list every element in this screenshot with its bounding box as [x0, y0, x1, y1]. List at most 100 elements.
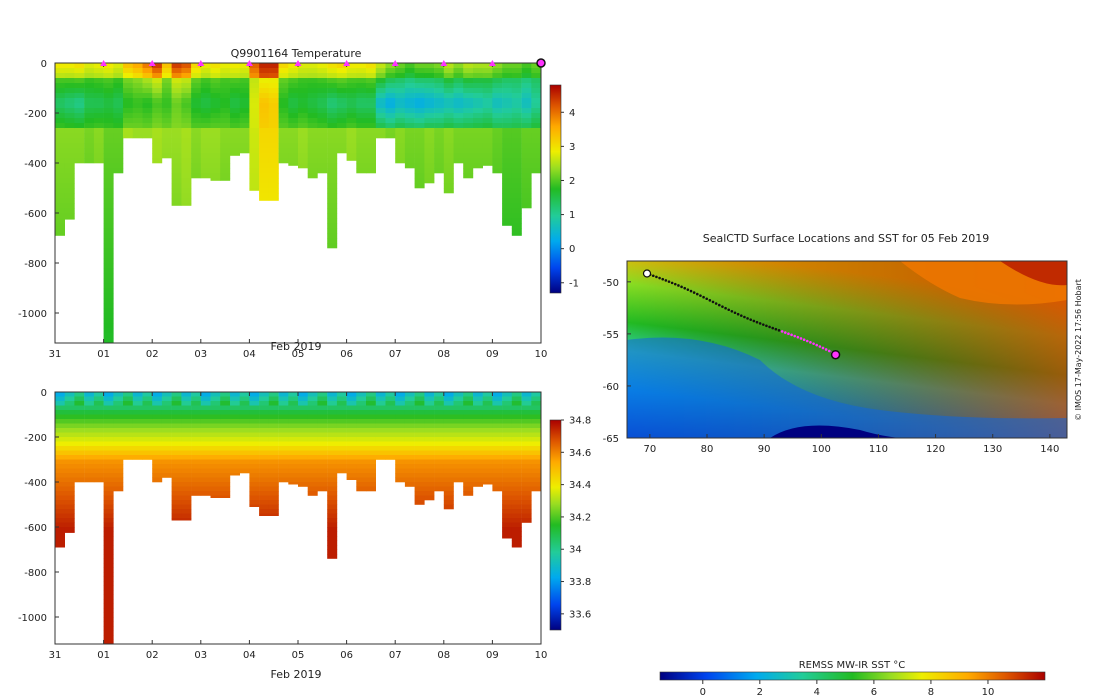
profile-cell	[366, 459, 376, 465]
profile-cell	[385, 419, 396, 424]
profile-cell	[181, 138, 192, 144]
profile-cell	[531, 138, 542, 144]
profile-cell	[171, 193, 182, 199]
profile-cell	[298, 459, 308, 465]
profile-cell	[492, 464, 503, 469]
profile-cell	[327, 441, 338, 447]
profile-cell	[64, 500, 75, 505]
profile-cell	[55, 423, 65, 429]
profile-cell	[268, 419, 279, 424]
profile-cell	[531, 437, 542, 442]
profile-cell	[404, 459, 415, 465]
profile-cell	[161, 68, 172, 74]
profile-cell	[64, 405, 75, 411]
profile-cell	[259, 405, 270, 411]
profile-cell	[404, 482, 415, 487]
profile-cell	[531, 482, 542, 487]
profile-cell	[531, 392, 542, 397]
profile-cell	[249, 477, 260, 483]
profile-cell	[55, 482, 65, 487]
profile-cell	[346, 158, 357, 161]
profile-cell	[84, 118, 95, 124]
track-point	[664, 279, 668, 282]
profile-cell	[55, 522, 65, 528]
profile-cell	[220, 103, 231, 109]
profile-cell	[492, 108, 503, 114]
profile-cell	[511, 188, 522, 194]
profile-cell	[531, 148, 542, 154]
profile-cell	[492, 63, 503, 69]
profile-cell	[307, 173, 318, 179]
profile-cell	[288, 414, 299, 420]
profile-cell	[521, 414, 532, 420]
profile-cell	[404, 468, 415, 474]
profile-cell	[268, 410, 279, 415]
profile-cell	[55, 414, 65, 420]
profile-cell	[424, 491, 435, 496]
profile-cell	[103, 323, 114, 329]
profile-cell	[113, 432, 124, 438]
profile-cell	[453, 118, 464, 124]
profile-cell	[385, 410, 396, 415]
profile-cell	[346, 138, 357, 144]
profile-cell	[181, 103, 192, 109]
profile-cell	[298, 464, 308, 469]
profile-cell	[473, 432, 483, 438]
profile-cell	[404, 401, 415, 406]
profile-cell	[181, 88, 192, 94]
profile-cell	[249, 63, 260, 69]
profile-cell	[278, 419, 289, 424]
profile-cell	[366, 98, 376, 104]
profile-cell	[482, 103, 493, 109]
profile-cell	[356, 464, 367, 469]
profile-cell	[424, 123, 435, 129]
profile-cell	[103, 459, 114, 465]
profile-cell	[171, 455, 182, 460]
profile-cell	[191, 153, 202, 159]
profile-cell	[152, 446, 163, 451]
profile-cell	[395, 73, 406, 79]
profile-cell	[200, 423, 211, 429]
profile-cell	[55, 173, 65, 179]
profile-cell	[492, 138, 503, 144]
profile-cell	[336, 401, 347, 406]
profile-cell	[492, 455, 503, 460]
profile-cell	[336, 73, 347, 79]
profile-cell	[191, 133, 202, 139]
profile-cell	[327, 83, 338, 89]
profile-cell	[298, 103, 308, 109]
profile-cell	[336, 405, 347, 411]
profile-cell	[181, 414, 192, 420]
profile-cell	[152, 153, 163, 159]
map-y-tick-label: -65	[603, 434, 619, 445]
profile-cell	[220, 153, 231, 159]
profile-cell	[502, 522, 513, 528]
profile-cell	[55, 223, 65, 229]
profile-cell	[103, 158, 114, 164]
temperature-colorbar	[549, 84, 562, 294]
profile-cell	[298, 73, 308, 79]
profile-cell	[424, 459, 435, 465]
profile-cell	[259, 482, 270, 487]
profile-cell	[132, 405, 143, 411]
profile-cell	[84, 446, 95, 451]
profile-cell	[64, 133, 75, 139]
profile-cell	[511, 233, 522, 236]
profile-cell	[317, 113, 328, 119]
profile-cell	[220, 178, 231, 181]
profile-cell	[288, 78, 299, 84]
profile-cell	[142, 63, 153, 69]
profile-cell	[327, 491, 338, 496]
profile-cell	[531, 414, 542, 420]
profile-cell	[103, 504, 114, 510]
profile-cell	[103, 441, 114, 447]
profile-cell	[482, 138, 493, 144]
profile-cell	[103, 78, 114, 84]
profile-cell	[152, 423, 163, 429]
profile-cell	[259, 73, 270, 79]
profile-cell	[443, 405, 454, 411]
profile-cell	[531, 450, 542, 456]
profile-cell	[152, 468, 163, 474]
profile-cell	[55, 518, 65, 523]
profile-cell	[239, 414, 250, 420]
